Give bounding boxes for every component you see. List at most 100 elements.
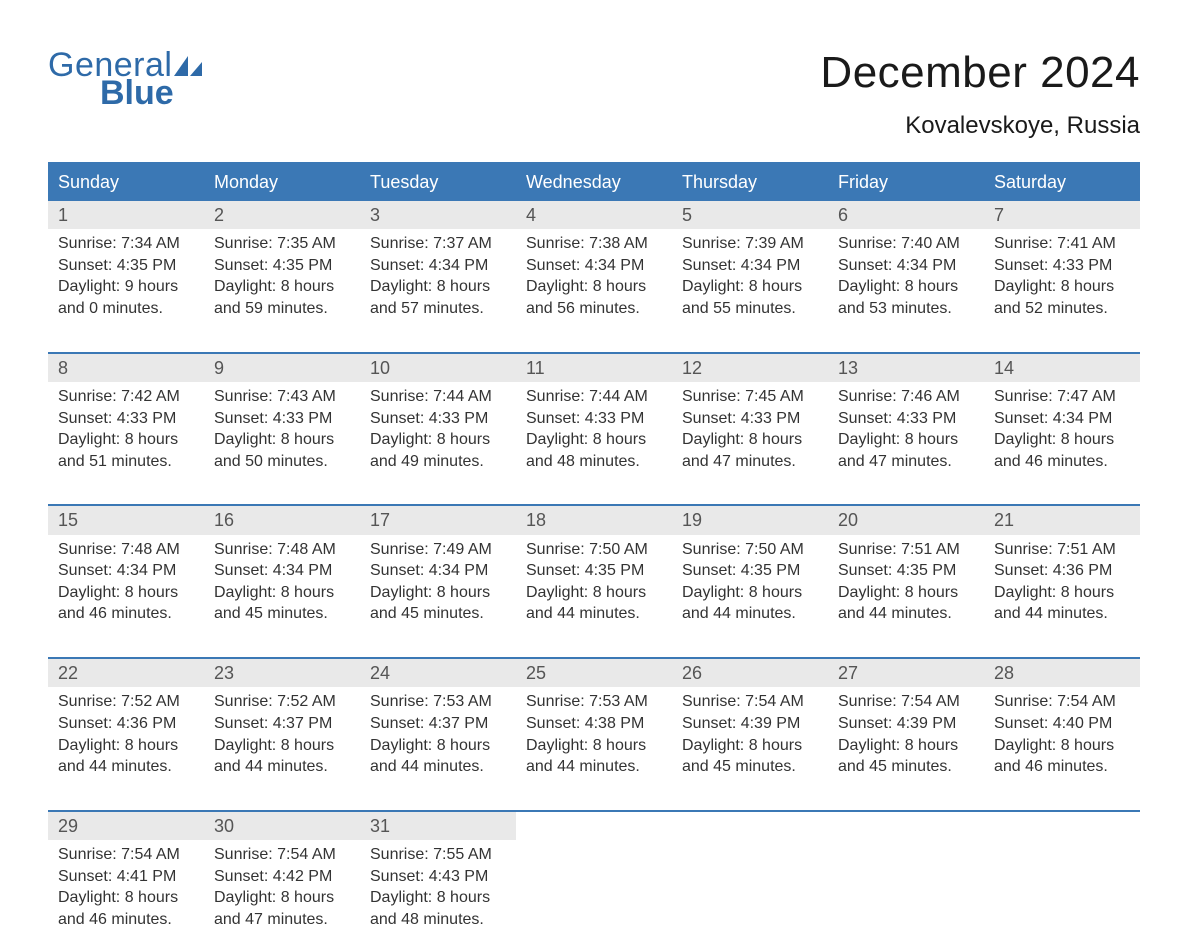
day-d1: Daylight: 8 hours — [682, 735, 818, 757]
day-d2: and 48 minutes. — [370, 909, 506, 931]
day-cell: 14Sunrise: 7:47 AMSunset: 4:34 PMDayligh… — [984, 354, 1140, 487]
day-cell: 7Sunrise: 7:41 AMSunset: 4:33 PMDaylight… — [984, 201, 1140, 334]
day-sunset: Sunset: 4:35 PM — [58, 255, 194, 277]
day-sunrise: Sunrise: 7:51 AM — [838, 539, 974, 561]
weekday-header: Sunday — [48, 164, 204, 201]
day-cell: 9Sunrise: 7:43 AMSunset: 4:33 PMDaylight… — [204, 354, 360, 487]
weekday-header: Saturday — [984, 164, 1140, 201]
day-cell: 29Sunrise: 7:54 AMSunset: 4:41 PMDayligh… — [48, 812, 204, 944]
week-row: 15Sunrise: 7:48 AMSunset: 4:34 PMDayligh… — [48, 504, 1140, 639]
day-sunrise: Sunrise: 7:43 AM — [214, 386, 350, 408]
day-d1: Daylight: 8 hours — [838, 735, 974, 757]
day-d1: Daylight: 8 hours — [526, 276, 662, 298]
day-number: 4 — [516, 201, 672, 229]
day-sunset: Sunset: 4:42 PM — [214, 866, 350, 888]
week-row: 22Sunrise: 7:52 AMSunset: 4:36 PMDayligh… — [48, 657, 1140, 792]
day-sunrise: Sunrise: 7:41 AM — [994, 233, 1130, 255]
day-cell: 4Sunrise: 7:38 AMSunset: 4:34 PMDaylight… — [516, 201, 672, 334]
day-d2: and 44 minutes. — [526, 603, 662, 625]
day-cell: 16Sunrise: 7:48 AMSunset: 4:34 PMDayligh… — [204, 506, 360, 639]
day-d1: Daylight: 8 hours — [58, 429, 194, 451]
day-cell: 13Sunrise: 7:46 AMSunset: 4:33 PMDayligh… — [828, 354, 984, 487]
day-sunrise: Sunrise: 7:54 AM — [682, 691, 818, 713]
calendar-page: General Blue December 2024 Kovalevskoye,… — [0, 0, 1188, 918]
day-sunrise: Sunrise: 7:39 AM — [682, 233, 818, 255]
day-sunset: Sunset: 4:33 PM — [526, 408, 662, 430]
day-sunset: Sunset: 4:34 PM — [214, 560, 350, 582]
day-d2: and 45 minutes. — [838, 756, 974, 778]
day-d2: and 50 minutes. — [214, 451, 350, 473]
calendar: Sunday Monday Tuesday Wednesday Thursday… — [48, 162, 1140, 944]
page-subtitle: Kovalevskoye, Russia — [820, 112, 1140, 140]
day-cell: 30Sunrise: 7:54 AMSunset: 4:42 PMDayligh… — [204, 812, 360, 944]
day-sunrise: Sunrise: 7:50 AM — [682, 539, 818, 561]
day-cell: 3Sunrise: 7:37 AMSunset: 4:34 PMDaylight… — [360, 201, 516, 334]
day-number: 16 — [204, 506, 360, 534]
day-sunset: Sunset: 4:43 PM — [370, 866, 506, 888]
day-cell: 23Sunrise: 7:52 AMSunset: 4:37 PMDayligh… — [204, 659, 360, 792]
day-sunset: Sunset: 4:33 PM — [58, 408, 194, 430]
day-sunrise: Sunrise: 7:49 AM — [370, 539, 506, 561]
day-sunrise: Sunrise: 7:53 AM — [526, 691, 662, 713]
day-number: 14 — [984, 354, 1140, 382]
day-d1: Daylight: 8 hours — [994, 276, 1130, 298]
day-sunset: Sunset: 4:34 PM — [58, 560, 194, 582]
weekday-header-row: Sunday Monday Tuesday Wednesday Thursday… — [48, 164, 1140, 201]
day-sunset: Sunset: 4:41 PM — [58, 866, 194, 888]
weekday-header: Thursday — [672, 164, 828, 201]
day-sunset: Sunset: 4:35 PM — [214, 255, 350, 277]
day-sunrise: Sunrise: 7:44 AM — [526, 386, 662, 408]
day-sunset: Sunset: 4:36 PM — [994, 560, 1130, 582]
day-sunset: Sunset: 4:37 PM — [214, 713, 350, 735]
day-number: 31 — [360, 812, 516, 840]
day-cell: 15Sunrise: 7:48 AMSunset: 4:34 PMDayligh… — [48, 506, 204, 639]
day-d1: Daylight: 8 hours — [994, 735, 1130, 757]
day-number: 29 — [48, 812, 204, 840]
day-d1: Daylight: 8 hours — [214, 582, 350, 604]
day-cell: 24Sunrise: 7:53 AMSunset: 4:37 PMDayligh… — [360, 659, 516, 792]
day-cell: 5Sunrise: 7:39 AMSunset: 4:34 PMDaylight… — [672, 201, 828, 334]
day-sunrise: Sunrise: 7:54 AM — [994, 691, 1130, 713]
day-d1: Daylight: 8 hours — [370, 429, 506, 451]
day-d1: Daylight: 8 hours — [838, 429, 974, 451]
day-cell — [828, 812, 984, 944]
day-sunrise: Sunrise: 7:51 AM — [994, 539, 1130, 561]
day-number: 8 — [48, 354, 204, 382]
day-sunrise: Sunrise: 7:34 AM — [58, 233, 194, 255]
day-d2: and 44 minutes. — [214, 756, 350, 778]
day-cell: 8Sunrise: 7:42 AMSunset: 4:33 PMDaylight… — [48, 354, 204, 487]
day-d2: and 57 minutes. — [370, 298, 506, 320]
day-cell: 2Sunrise: 7:35 AMSunset: 4:35 PMDaylight… — [204, 201, 360, 334]
day-sunset: Sunset: 4:34 PM — [370, 560, 506, 582]
day-cell: 10Sunrise: 7:44 AMSunset: 4:33 PMDayligh… — [360, 354, 516, 487]
day-d2: and 48 minutes. — [526, 451, 662, 473]
day-sunrise: Sunrise: 7:54 AM — [58, 844, 194, 866]
week-spacer — [48, 792, 1140, 810]
day-sunrise: Sunrise: 7:38 AM — [526, 233, 662, 255]
weekday-header: Monday — [204, 164, 360, 201]
day-d1: Daylight: 8 hours — [370, 887, 506, 909]
day-number: 26 — [672, 659, 828, 687]
day-cell: 27Sunrise: 7:54 AMSunset: 4:39 PMDayligh… — [828, 659, 984, 792]
title-block: December 2024 Kovalevskoye, Russia — [820, 48, 1140, 140]
day-sunset: Sunset: 4:37 PM — [370, 713, 506, 735]
day-cell — [516, 812, 672, 944]
day-sunset: Sunset: 4:35 PM — [526, 560, 662, 582]
day-sunrise: Sunrise: 7:48 AM — [58, 539, 194, 561]
day-cell: 11Sunrise: 7:44 AMSunset: 4:33 PMDayligh… — [516, 354, 672, 487]
day-sunrise: Sunrise: 7:50 AM — [526, 539, 662, 561]
day-sunset: Sunset: 4:33 PM — [838, 408, 974, 430]
day-number: 15 — [48, 506, 204, 534]
day-sunset: Sunset: 4:35 PM — [682, 560, 818, 582]
day-sunrise: Sunrise: 7:35 AM — [214, 233, 350, 255]
day-d1: Daylight: 8 hours — [214, 276, 350, 298]
day-d2: and 0 minutes. — [58, 298, 194, 320]
sail-icon — [174, 56, 202, 76]
day-sunrise: Sunrise: 7:54 AM — [838, 691, 974, 713]
day-d1: Daylight: 8 hours — [526, 429, 662, 451]
day-number: 25 — [516, 659, 672, 687]
day-d2: and 45 minutes. — [682, 756, 818, 778]
day-d1: Daylight: 8 hours — [682, 582, 818, 604]
day-cell: 12Sunrise: 7:45 AMSunset: 4:33 PMDayligh… — [672, 354, 828, 487]
day-number: 9 — [204, 354, 360, 382]
